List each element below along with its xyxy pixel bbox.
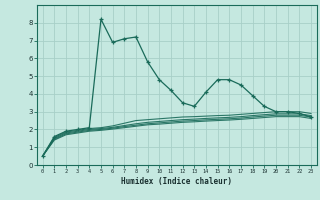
X-axis label: Humidex (Indice chaleur): Humidex (Indice chaleur) xyxy=(121,177,232,186)
